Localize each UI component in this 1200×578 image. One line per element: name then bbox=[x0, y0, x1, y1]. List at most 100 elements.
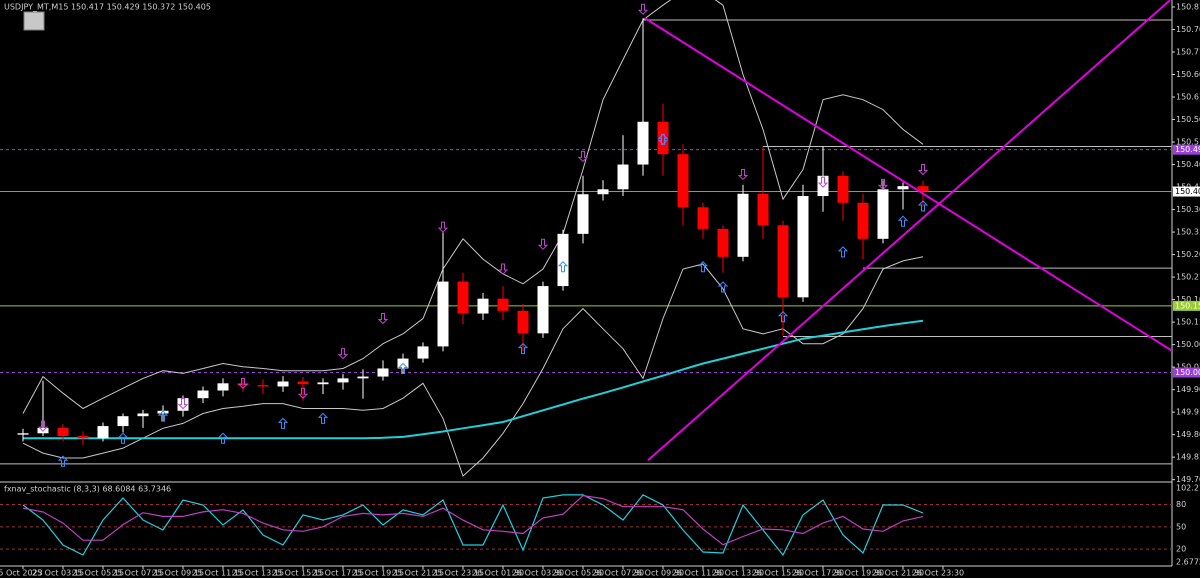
y-tick-label: 150.765 bbox=[1176, 25, 1200, 34]
y-tick-label: 80 bbox=[1176, 500, 1186, 509]
indicator-line bbox=[22, 256, 924, 477]
candle-body bbox=[97, 426, 109, 439]
y-limit-label: 2.6772 bbox=[1176, 558, 1200, 567]
candle-body bbox=[417, 346, 429, 359]
signal-arrow bbox=[577, 150, 589, 163]
y-tick-label: 150.565 bbox=[1176, 115, 1200, 124]
signal-arrow bbox=[57, 455, 69, 467]
signal-arrow bbox=[317, 412, 329, 424]
signal-arrow bbox=[697, 261, 709, 273]
signal-arrow bbox=[877, 178, 889, 191]
level-box bbox=[1173, 144, 1200, 155]
level-label: 150.003 bbox=[1175, 368, 1200, 377]
candle-body bbox=[337, 378, 349, 383]
candle-body bbox=[637, 121, 649, 165]
signal-arrow bbox=[917, 200, 929, 212]
candle-body bbox=[297, 381, 309, 385]
timeframe-button[interactable] bbox=[23, 11, 45, 31]
y-tick-label: 150.815 bbox=[1176, 2, 1200, 11]
level-label: 150.151 bbox=[1175, 301, 1200, 310]
signal-arrow bbox=[557, 261, 569, 273]
candle-body bbox=[537, 286, 549, 334]
x-tick-label: 25 Oct 03:15 bbox=[32, 569, 84, 578]
indicator-line bbox=[22, 0, 924, 414]
y-tick-label: 50 bbox=[1176, 522, 1186, 531]
y-tick-label: 149.815 bbox=[1176, 453, 1200, 462]
candle-body bbox=[357, 376, 369, 379]
signal-arrow bbox=[37, 420, 49, 432]
candle-body bbox=[697, 207, 709, 229]
level-box bbox=[1173, 367, 1200, 378]
x-tick-label: 25 Oct 09:15 bbox=[152, 569, 204, 578]
x-tick-label: 25 Oct 19:15 bbox=[352, 569, 404, 578]
y-tick-label: 150.215 bbox=[1176, 273, 1200, 282]
x-tick-label: 25 Oct 05:15 bbox=[72, 569, 124, 578]
x-tick-label: 25 Oct 13:15 bbox=[232, 569, 284, 578]
x-tick-label: 26 Oct 23:30 bbox=[912, 569, 964, 578]
level-label: 150.405 bbox=[1175, 187, 1200, 196]
signal-arrow bbox=[397, 362, 409, 374]
candle-body bbox=[137, 413, 149, 417]
y-tick-label: 20 bbox=[1176, 545, 1186, 554]
signal-arrow bbox=[517, 342, 529, 355]
candle-body bbox=[837, 175, 849, 203]
candle-body bbox=[717, 228, 729, 257]
candle-body bbox=[657, 121, 669, 155]
chart-title: USDJPY_MT,M15 150.417 150.429 150.372 15… bbox=[4, 3, 211, 12]
candle-body bbox=[317, 382, 329, 385]
x-tick-label: 26 Oct 03:30 bbox=[512, 569, 564, 578]
y-tick-label: 150.365 bbox=[1176, 205, 1200, 214]
candle-body bbox=[217, 383, 229, 391]
candle-body bbox=[257, 385, 269, 387]
signal-arrow bbox=[117, 432, 129, 444]
main-plot bbox=[0, 0, 1172, 477]
candle-body bbox=[777, 225, 789, 298]
signal-arrow bbox=[897, 215, 909, 227]
x-tick-label: 25 Oct 07:15 bbox=[112, 569, 164, 578]
x-tick-label: 25 Oct 15:15 bbox=[272, 569, 324, 578]
candle-body bbox=[177, 398, 189, 411]
y-tick-label: 150.115 bbox=[1176, 318, 1200, 327]
x-tick-label: 26 Oct 05:30 bbox=[552, 569, 604, 578]
candle-body bbox=[857, 202, 869, 239]
candle-body bbox=[497, 298, 509, 311]
candle-body bbox=[117, 416, 129, 427]
x-tick-label: 26 Oct 19:30 bbox=[832, 569, 884, 578]
x-tick-label: 26 Oct 07:30 bbox=[592, 569, 644, 578]
signal-arrow bbox=[277, 417, 289, 429]
x-tick-label: 25 Oct 2023 bbox=[0, 569, 43, 578]
y-tick-label: 150.015 bbox=[1176, 363, 1200, 372]
candle-body bbox=[437, 281, 449, 347]
candle-body bbox=[737, 193, 749, 257]
candle-body bbox=[917, 186, 929, 192]
candle-body bbox=[517, 310, 529, 334]
signal-arrow bbox=[537, 238, 549, 250]
trendline bbox=[644, 17, 1172, 352]
y-tick-label: 150.315 bbox=[1176, 228, 1200, 237]
candle-body bbox=[477, 298, 489, 314]
y-tick-label: 149.915 bbox=[1176, 408, 1200, 417]
candle-body bbox=[277, 381, 289, 387]
y-limit-label: 102.2106 bbox=[1176, 484, 1200, 493]
candle-body bbox=[897, 186, 909, 190]
y-tick-label: 149.965 bbox=[1176, 385, 1200, 394]
y-tick-label: 149.765 bbox=[1176, 475, 1200, 484]
signal-arrow bbox=[777, 310, 789, 323]
signal-arrow bbox=[237, 377, 249, 390]
signal-arrow bbox=[657, 133, 669, 145]
candle-body bbox=[377, 368, 389, 377]
signal-arrow bbox=[637, 3, 649, 15]
y-tick-label: 150.715 bbox=[1176, 47, 1200, 56]
y-tick-label: 150.615 bbox=[1176, 93, 1200, 102]
y-tick-label: 150.665 bbox=[1176, 70, 1200, 79]
signal-arrow bbox=[497, 263, 509, 275]
x-tick-label: 25 Oct 23:15 bbox=[432, 569, 484, 578]
x-tick-label: 25 Oct 17:15 bbox=[312, 569, 364, 578]
y-tick-label: 150.065 bbox=[1176, 340, 1200, 349]
y-tick-label: 150.265 bbox=[1176, 250, 1200, 259]
candle-body bbox=[877, 189, 889, 239]
trendline bbox=[647, 0, 1171, 462]
